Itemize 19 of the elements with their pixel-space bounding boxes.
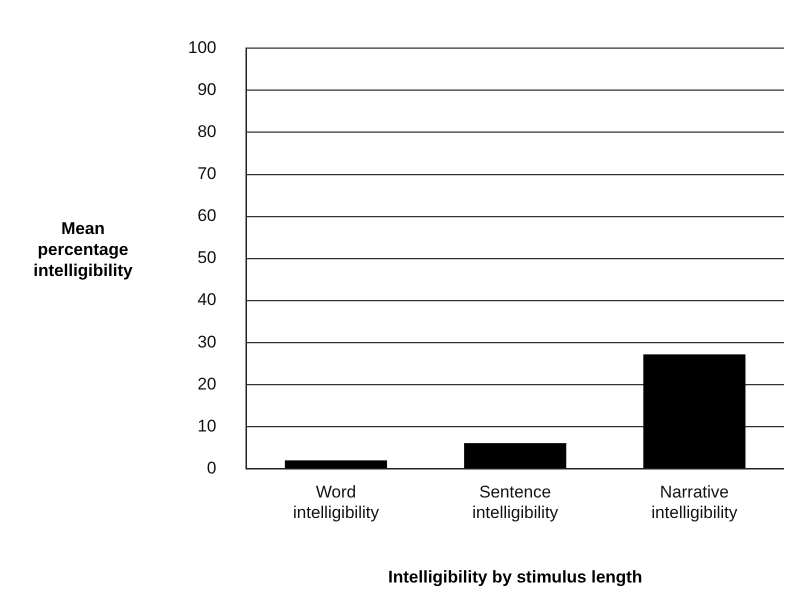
y-tick-label: 70: [197, 164, 216, 184]
bar: [643, 354, 746, 468]
y-tick-label: 30: [197, 332, 216, 352]
y-tick-label: 60: [197, 206, 216, 226]
y-tick-label: 100: [188, 38, 216, 57]
y-tick-label: 0: [206, 458, 216, 478]
y-tick-label: 40: [197, 290, 216, 310]
x-tick-label: Word intelligibility: [292, 482, 380, 522]
y-axis-title: Mean percentage intelligibility: [32, 218, 134, 281]
x-axis-title: Intelligibility by stimulus length: [388, 567, 642, 586]
bar: [284, 460, 388, 468]
bar: [464, 443, 566, 468]
x-tick-label: Narrative intelligibility: [651, 482, 738, 522]
y-tick-label: 20: [197, 374, 216, 394]
y-tick-label: 80: [197, 122, 216, 142]
x-tick-label: Sentence intelligibility: [472, 482, 559, 522]
y-tick-label: 50: [197, 248, 216, 268]
y-tick-label: 90: [197, 80, 216, 99]
y-tick-label: 10: [197, 416, 216, 436]
